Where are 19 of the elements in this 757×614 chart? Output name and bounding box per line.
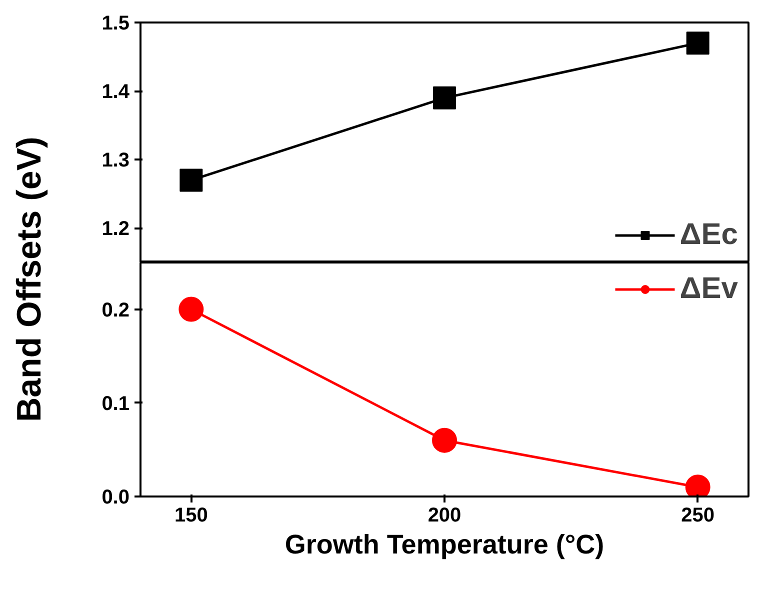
legend-label: ΔEv (680, 272, 738, 306)
y-tick-label: 0.1 (102, 392, 130, 415)
x-axis-title: Growth Temperature (°C) (284, 530, 604, 560)
y-tick-label: 1.5 (102, 12, 130, 34)
point (432, 428, 457, 453)
point (178, 296, 204, 322)
legend-label: ΔEc (680, 218, 738, 252)
y-tick-label: 0.0 (102, 486, 130, 508)
y-tick-label: 0.2 (102, 299, 130, 322)
point (686, 32, 710, 55)
x-tick-label: 250 (681, 504, 715, 526)
y-tick-label: 1.4 (102, 81, 130, 104)
y-tick-label: 1.3 (102, 150, 130, 172)
point (433, 86, 456, 110)
x-tick-label: 200 (428, 504, 462, 526)
y-axis-title: Band Offsets (eV) (10, 136, 50, 424)
y-tick-label: 1.2 (102, 218, 130, 240)
x-tick-label: 150 (174, 504, 208, 526)
point (180, 168, 203, 192)
